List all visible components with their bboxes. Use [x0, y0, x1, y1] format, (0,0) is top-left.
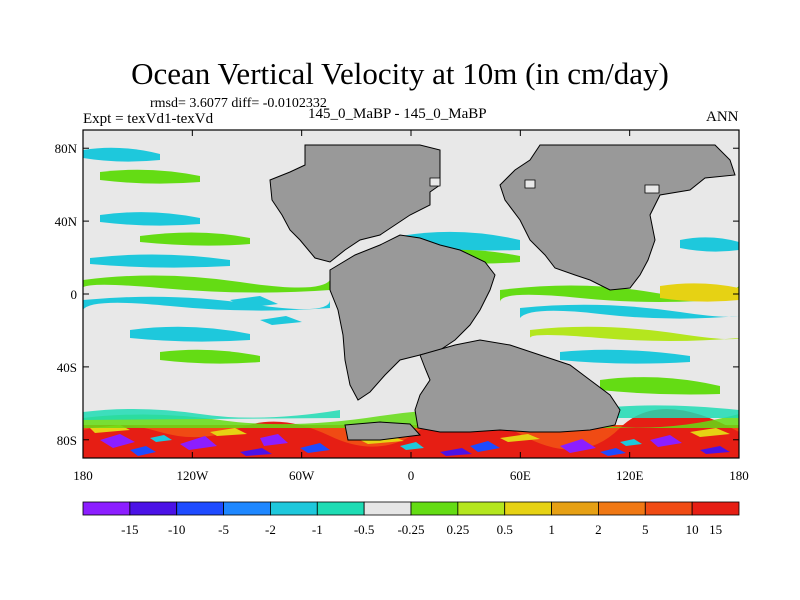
- colorbar-swatch: [598, 501, 646, 516]
- zonal-bands: [83, 147, 739, 395]
- colorbar-label: 0.5: [497, 522, 513, 537]
- lat-tick-label: 0: [71, 287, 78, 302]
- colorbar-swatch: [457, 501, 506, 516]
- colorbar-swatch: [129, 501, 178, 516]
- colorbar-label: 10: [686, 522, 699, 537]
- colorbar-swatch: [410, 501, 459, 516]
- experiment-label: Expt = texVd1-texVd: [83, 111, 214, 127]
- colorbar-label: -10: [168, 522, 185, 537]
- lon-tick-label: 120W: [176, 468, 209, 483]
- case-label: 145_0_MaBP - 145_0_MaBP: [308, 106, 487, 122]
- colorbar-swatch: [363, 501, 412, 516]
- lon-tick-label: 120E: [616, 468, 644, 483]
- lat-tick-label: 40N: [55, 214, 78, 229]
- colorbar-swatch: [176, 501, 224, 516]
- colorbar-label: -2: [265, 522, 276, 537]
- colorbar: -15 -10 -5 -2 -1 -0.5 -0.25 0.25 0.5 1 2 5 10 15: [82, 501, 740, 537]
- lon-axis: 180 120W 60W 0 60E 120E 180: [73, 130, 749, 483]
- edge-patches: [429, 177, 660, 194]
- colorbar-swatch: [644, 501, 693, 516]
- colorbar-label: -1: [312, 522, 323, 537]
- lat-tick-label: 80N: [55, 141, 78, 156]
- colorbar-label: 1: [548, 522, 555, 537]
- colorbar-swatch: [82, 501, 131, 516]
- colorbar-swatch: [316, 501, 365, 516]
- colorbar-swatch: [270, 501, 318, 516]
- lon-tick-label: 0: [408, 468, 415, 483]
- lon-tick-label: 60E: [510, 468, 531, 483]
- stats-label: rmsd= 3.6077 diff= -0.0102332: [150, 96, 327, 111]
- colorbar-swatch: [504, 501, 552, 516]
- lon-tick-label: 180: [73, 468, 93, 483]
- colorbar-label: -0.5: [354, 522, 375, 537]
- colorbar-label: -0.25: [397, 522, 424, 537]
- colorbar-swatch: [551, 501, 599, 516]
- season-label: ANN: [706, 109, 739, 125]
- colorbar-swatch: [223, 501, 271, 516]
- colorbar-label: -15: [121, 522, 138, 537]
- colorbar-label: 0.25: [446, 522, 469, 537]
- lat-tick-label: 40S: [57, 360, 77, 375]
- land-masses: [269, 144, 736, 441]
- plot-title: Ocean Vertical Velocity at 10m (in cm/da…: [131, 56, 669, 91]
- colorbar-swatch: [691, 501, 740, 516]
- colorbar-label: 15: [709, 522, 722, 537]
- lon-tick-label: 180: [729, 468, 749, 483]
- colorbar-label: -5: [218, 522, 229, 537]
- lon-tick-label: 60W: [289, 468, 315, 483]
- lat-axis: 80N 40N 0 40S 80S: [55, 141, 739, 448]
- colorbar-label: 5: [642, 522, 649, 537]
- colorbar-label: 2: [595, 522, 602, 537]
- lat-tick-label: 80S: [57, 433, 77, 448]
